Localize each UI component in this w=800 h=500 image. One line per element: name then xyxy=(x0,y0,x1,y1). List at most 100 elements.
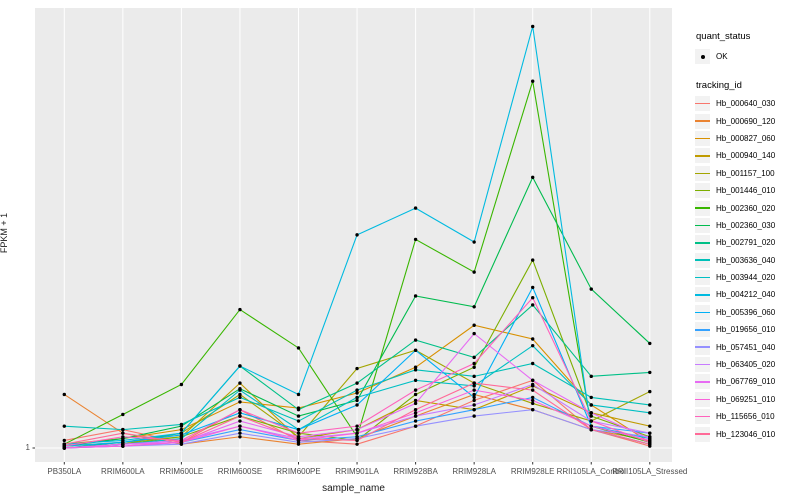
data-point xyxy=(472,240,476,244)
data-point xyxy=(413,419,418,423)
y-axis-title: FPKM + 1 xyxy=(0,212,9,254)
data-point xyxy=(296,431,301,435)
data-point xyxy=(238,431,242,435)
data-point xyxy=(413,411,418,415)
data-point xyxy=(648,424,652,428)
data-point xyxy=(472,407,476,412)
legend-entry-label: Hb_123046_010 xyxy=(716,429,776,439)
legend-key-box xyxy=(695,148,710,164)
legend-key-box xyxy=(695,217,710,233)
data-point xyxy=(238,411,242,415)
data-point xyxy=(531,395,535,400)
data-point xyxy=(531,79,535,83)
data-point xyxy=(238,435,242,439)
legend-entry-ok: OK xyxy=(695,48,800,65)
legend-key-box xyxy=(695,49,710,64)
legend-entry: Hb_002791_020 xyxy=(695,234,800,251)
legend-key-box xyxy=(695,183,710,199)
data-point xyxy=(296,346,301,350)
legend-key-box xyxy=(695,200,710,216)
data-point xyxy=(238,388,242,392)
legend-line-swatch xyxy=(695,137,710,140)
data-point xyxy=(531,401,535,406)
legend-key-box xyxy=(695,391,710,407)
data-point xyxy=(355,427,359,432)
data-point xyxy=(589,419,593,423)
legend-entry-label: Hb_063405_020 xyxy=(716,360,776,370)
data-point xyxy=(355,424,359,428)
legend-entry: Hb_002360_020 xyxy=(695,199,800,216)
legend-line-swatch xyxy=(695,415,710,418)
legend-key-box xyxy=(695,270,710,286)
legend-key-box xyxy=(695,287,710,303)
legend-line-swatch xyxy=(695,120,710,122)
legend-line-swatch xyxy=(695,398,710,401)
legend-entry-label: Hb_069251_010 xyxy=(716,394,776,404)
data-point xyxy=(238,400,242,404)
x-tick-label: RRII105LA_Control xyxy=(556,467,626,476)
data-point xyxy=(355,388,359,392)
legend-entry: Hb_003944_020 xyxy=(695,269,800,286)
legend-entry: Hb_005396_060 xyxy=(695,304,800,321)
legend-line-swatch xyxy=(695,346,710,348)
data-point xyxy=(531,361,535,366)
data-point xyxy=(355,381,359,385)
data-point xyxy=(472,331,476,336)
legend-entry: Hb_069251_010 xyxy=(695,391,800,408)
legend-line-swatch xyxy=(695,242,710,244)
x-tick-label: RRIM928LA xyxy=(452,467,496,476)
legend-key-box xyxy=(695,374,710,390)
legend-key-box xyxy=(695,96,710,112)
data-point xyxy=(355,398,359,403)
legend-entry: Hb_063405_020 xyxy=(695,356,800,373)
legend-entry-label: Hb_002791_020 xyxy=(716,238,776,248)
data-point xyxy=(472,381,476,385)
x-tick-label: RRIM600PE xyxy=(276,467,321,476)
data-point xyxy=(296,436,301,441)
data-point xyxy=(355,391,359,395)
data-point xyxy=(62,442,66,446)
legend-entry-label: Hb_067769_010 xyxy=(716,377,776,387)
plot-panel xyxy=(35,8,672,462)
legend-entry-label: OK xyxy=(716,52,728,61)
legend-entry-label: Hb_000940_140 xyxy=(716,151,776,161)
legend-line-swatch xyxy=(695,259,710,261)
data-point xyxy=(648,370,652,375)
legend-entry: Hb_001446_010 xyxy=(695,182,800,199)
data-point xyxy=(355,403,359,407)
data-point xyxy=(355,366,359,371)
x-tick-label: RRIM600SE xyxy=(217,467,263,476)
x-tick-label: RRII105LA_Stressed xyxy=(612,467,688,476)
legend-entry: Hb_002360_030 xyxy=(695,217,800,234)
data-point xyxy=(238,427,242,432)
data-point xyxy=(472,398,476,403)
data-point xyxy=(296,407,301,412)
legend-line-swatch xyxy=(695,207,710,209)
data-point xyxy=(648,431,652,435)
legend-title-tracking-id: tracking_id xyxy=(696,80,742,91)
data-point xyxy=(531,388,535,392)
x-tick-label: RRIM928BA xyxy=(393,467,438,476)
data-point xyxy=(589,395,593,400)
legend-entry: Hb_115656_010 xyxy=(695,408,800,425)
legend-entry-label: Hb_000640_030 xyxy=(716,99,776,109)
data-point xyxy=(62,392,66,397)
data-point xyxy=(531,175,535,180)
data-point xyxy=(179,422,184,427)
data-point xyxy=(238,364,242,368)
data-point xyxy=(472,323,476,327)
data-point xyxy=(413,294,418,298)
data-point xyxy=(355,431,359,435)
data-point xyxy=(531,407,535,412)
data-point xyxy=(413,424,418,428)
data-point xyxy=(472,414,476,418)
data-point xyxy=(238,424,242,428)
legend-key-box xyxy=(695,304,710,320)
legend-entries: Hb_000640_030 Hb_000690_120 Hb_000827_060 H… xyxy=(695,95,800,443)
data-point xyxy=(121,431,125,435)
legend-entry-label: Hb_019656_010 xyxy=(716,325,776,335)
legend-key-box xyxy=(695,130,710,146)
legend-key-box xyxy=(695,357,710,373)
y-axis-tick-label: 1 xyxy=(25,443,30,452)
